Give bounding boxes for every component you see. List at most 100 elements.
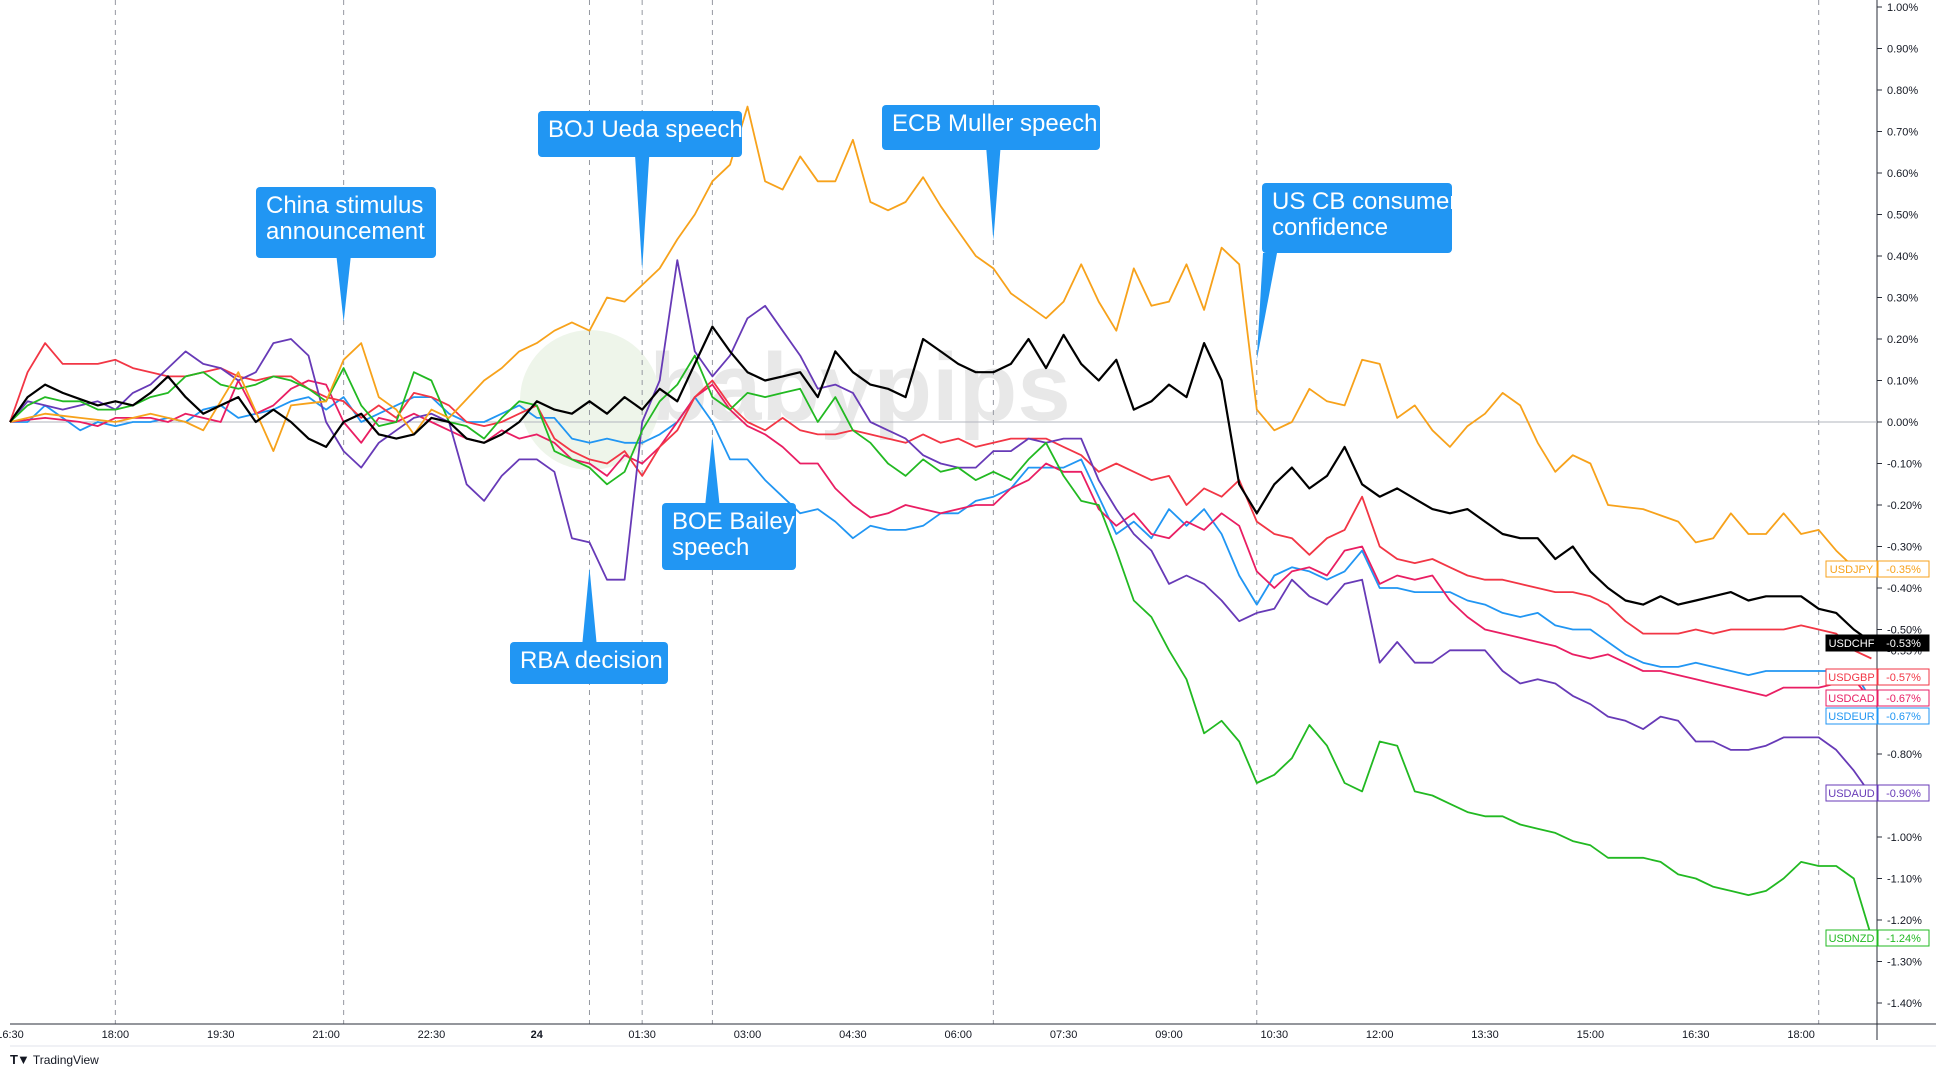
x-tick-label: 24	[531, 1029, 544, 1041]
series-name-box	[1825, 929, 1878, 947]
series-line-usdcad	[9, 379, 1873, 701]
watermark-text: babypips	[649, 334, 1070, 441]
x-tick-label: 18:00	[102, 1029, 130, 1041]
x-tick-label: 16:30	[0, 1029, 24, 1041]
series-value: -0.53%	[1886, 638, 1921, 650]
callout-box	[662, 503, 796, 570]
series-name: USDJPY	[1830, 564, 1874, 576]
tradingview-icon: T▼	[10, 1052, 30, 1067]
y-tick-label: 0.30%	[1887, 293, 1918, 305]
series-value-box	[1877, 784, 1930, 802]
series-value: -0.67%	[1886, 693, 1921, 705]
tradingview-logo[interactable]: T▼ TradingView	[10, 1052, 99, 1067]
series-value-box	[1877, 707, 1930, 725]
event-callout[interactable]: RBA decision	[510, 568, 668, 684]
y-tick-label: 0.50%	[1887, 210, 1918, 222]
y-tick-label: -1.10%	[1887, 874, 1922, 886]
y-tick-label: 0.80%	[1887, 85, 1918, 97]
series-value-box	[1877, 929, 1930, 947]
series-value-box	[1877, 634, 1930, 652]
callout-box	[882, 105, 1100, 150]
series-name-box	[1825, 668, 1878, 686]
series-name: USDAUD	[1828, 788, 1875, 800]
event-callout[interactable]: BOE Bailey speech	[662, 436, 796, 570]
callout-box	[538, 111, 742, 157]
x-tick-label: 06:00	[944, 1029, 972, 1041]
callout-text: BOE Bailey speech	[672, 508, 795, 561]
series-value: -0.90%	[1886, 788, 1921, 800]
y-tick-label: 1.00%	[1887, 2, 1918, 14]
watermark-logo-icon	[520, 330, 660, 470]
y-tick-label: -1.00%	[1887, 832, 1922, 844]
series-name: USDCAD	[1828, 693, 1875, 705]
x-tick-label: 16:30	[1682, 1029, 1710, 1041]
series-lines	[9, 105, 1873, 937]
callout-box	[1262, 183, 1452, 253]
callout-pointer	[705, 436, 720, 503]
x-tick-label: 18:00	[1787, 1029, 1815, 1041]
series-line-usdjpy	[9, 105, 1872, 569]
series-line-usdgbp	[9, 342, 1872, 660]
event-callouts: China stimulus announcement RBA decision BO…	[256, 105, 1457, 684]
tradingview-text: TradingView	[32, 1052, 99, 1067]
event-callout[interactable]: BOJ Ueda speech	[538, 111, 743, 270]
y-tick-label: 0.00%	[1887, 417, 1918, 429]
series-value: -0.67%	[1886, 711, 1921, 723]
y-tick-label: 0.60%	[1887, 168, 1918, 180]
x-tick-label: 04:30	[839, 1029, 867, 1041]
y-tick-label: 0.70%	[1887, 127, 1918, 139]
y-tick-label: -0.20%	[1887, 500, 1922, 512]
x-tick-label: 07:30	[1050, 1029, 1078, 1041]
x-tick-label: 15:00	[1577, 1029, 1605, 1041]
series-label-usdcad: USDCAD -0.67%	[1825, 689, 1930, 707]
callout-text: BOJ Ueda speech	[548, 116, 743, 143]
series-label-usdeur: USDEUR -0.67%	[1825, 707, 1930, 725]
callout-pointer	[635, 157, 650, 270]
y-tick-label: -1.20%	[1887, 915, 1922, 927]
event-callout[interactable]: ECB Muller speech	[882, 105, 1100, 240]
series-name-box	[1825, 634, 1878, 652]
series-value-box	[1877, 668, 1930, 686]
x-tick-label: 03:00	[734, 1029, 762, 1041]
series-name-box	[1825, 707, 1878, 725]
callout-box	[510, 642, 668, 684]
series-label-usdgbp: USDGBP -0.57%	[1825, 668, 1930, 686]
x-tick-label: 19:30	[207, 1029, 235, 1041]
callout-pointer	[1256, 253, 1277, 360]
series-value-box	[1877, 560, 1930, 578]
y-tick-label: 0.10%	[1887, 376, 1918, 388]
x-tick-label: 09:00	[1155, 1029, 1183, 1041]
x-tick-label: 01:30	[628, 1029, 656, 1041]
y-tick-label: 0.20%	[1887, 334, 1918, 346]
callout-text: China stimulus announcement	[266, 192, 425, 245]
watermark: babypips	[520, 330, 1071, 470]
series-value: -1.24%	[1886, 933, 1921, 945]
event-callout[interactable]: China stimulus announcement	[256, 187, 436, 322]
series-label-usdchf: USDCHF -0.53%	[1825, 634, 1930, 652]
series-name: USDCHF	[1829, 638, 1875, 650]
event-callout[interactable]: US CB consumer confidence	[1256, 183, 1458, 360]
series-value-box	[1877, 689, 1930, 707]
y-tick-label: -0.10%	[1887, 459, 1922, 471]
x-tick-label: 12:00	[1366, 1029, 1394, 1041]
series-value: -0.57%	[1886, 672, 1921, 684]
series-labels: USDJPY -0.35% USDCHF -0.53% USDGBP -0.57% USDC…	[1825, 560, 1930, 947]
series-name-box	[1825, 560, 1878, 578]
series-name-box	[1825, 784, 1878, 802]
axes: 1.00% 0.90% 0.80% 0.70% 0.60% 0.50% 0.40% 0.30%…	[0, 0, 1936, 1047]
series-label-usdjpy: USDJPY -0.35%	[1825, 560, 1930, 578]
x-tick-label: 21:00	[312, 1029, 340, 1041]
series-line-usdaud	[9, 259, 1873, 797]
callout-text: ECB Muller speech	[892, 110, 1097, 137]
series-name: USDNZD	[1829, 933, 1875, 945]
series-value: -0.35%	[1886, 564, 1921, 576]
series-name-box	[1825, 689, 1878, 707]
callout-pointer	[336, 258, 351, 322]
y-tick-label: -0.80%	[1887, 749, 1922, 761]
callout-text: RBA decision	[520, 647, 663, 674]
x-tick-label: 22:30	[418, 1029, 446, 1041]
x-tick-label: 13:30	[1471, 1029, 1499, 1041]
callout-text: US CB consumer confidence	[1272, 188, 1457, 241]
